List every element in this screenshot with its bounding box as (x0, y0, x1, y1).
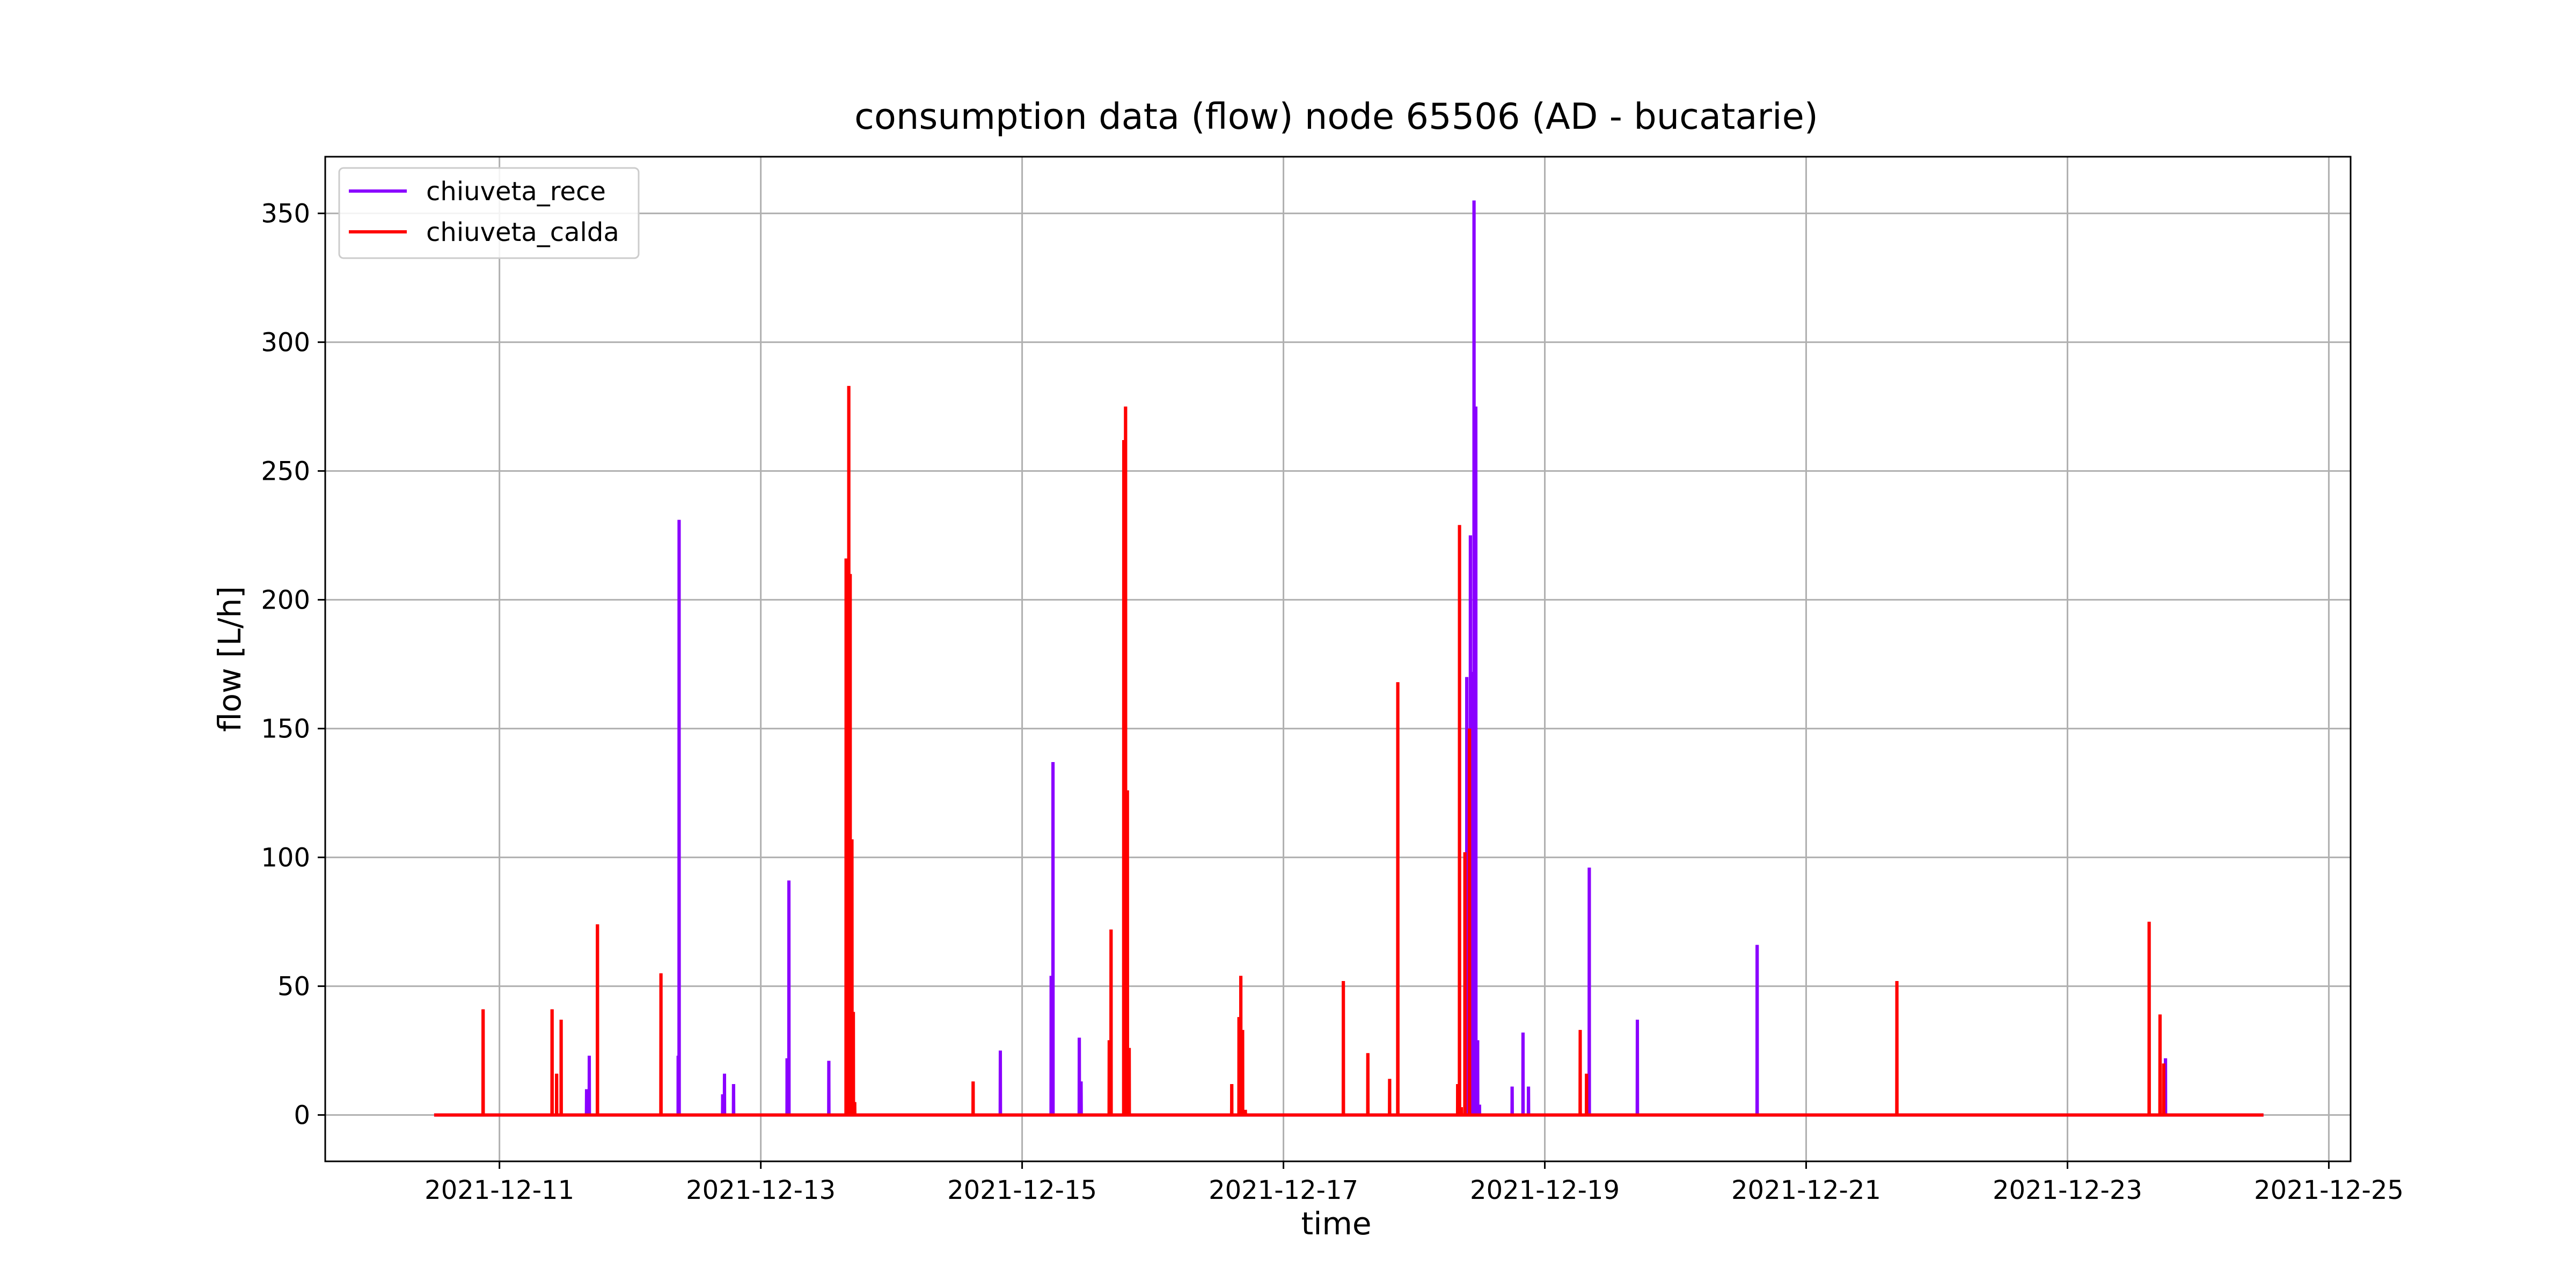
y-tick-label: 200 (261, 586, 310, 616)
y-tick-label: 100 (261, 843, 310, 873)
y-tick-label: 150 (261, 714, 310, 744)
x-tick-label: 2021-12-17 (1209, 1175, 1358, 1205)
x-tick-label: 2021-12-15 (947, 1175, 1097, 1205)
chart-title: consumption data (flow) node 65506 (AD -… (854, 96, 1818, 137)
x-axis: 2021-12-11 2021-12-13 2021-12-15 2021-12-17… (425, 1161, 2404, 1205)
x-tick-label: 2021-12-21 (1731, 1175, 1881, 1205)
x-tick-label: 2021-12-25 (2254, 1175, 2404, 1205)
y-tick-label: 300 (261, 328, 310, 358)
y-axis: 0 50 100 150 200 250 300 350 (261, 199, 325, 1131)
plot-frame (324, 156, 2352, 1162)
y-axis-label: flow [L/h] (211, 586, 248, 732)
x-axis-label: time (1301, 1205, 1371, 1242)
series-layer (434, 200, 2264, 1117)
legend: chiuveta_rece chiuveta_calda (338, 167, 640, 259)
x-tick-label: 2021-12-13 (686, 1175, 836, 1205)
y-tick-label: 350 (261, 199, 310, 229)
x-tick-label: 2021-12-19 (1470, 1175, 1620, 1205)
y-tick-label: 0 (294, 1101, 310, 1131)
legend-label-chiuveta-calda: chiuveta_calda (426, 217, 619, 247)
x-tick-label: 2021-12-11 (425, 1175, 574, 1205)
y-tick-label: 50 (277, 972, 310, 1002)
legend-box (338, 167, 640, 259)
y-tick-label: 250 (261, 457, 310, 487)
x-tick-label: 2021-12-23 (1993, 1175, 2142, 1205)
legend-label-chiuveta-rece: chiuveta_rece (426, 177, 606, 207)
series-chiuveta-calda (434, 386, 2264, 1117)
